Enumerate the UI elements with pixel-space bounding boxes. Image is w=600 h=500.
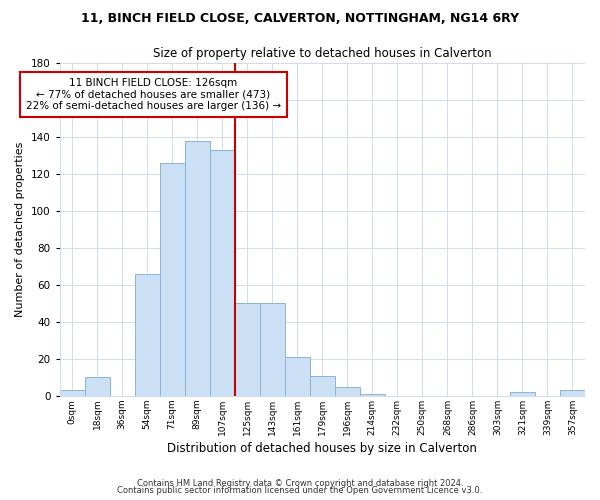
Bar: [285, 357, 310, 396]
Bar: [59, 390, 85, 396]
Text: 11 BINCH FIELD CLOSE: 126sqm
← 77% of detached houses are smaller (473)
22% of s: 11 BINCH FIELD CLOSE: 126sqm ← 77% of de…: [26, 78, 281, 111]
Bar: [510, 392, 535, 396]
Bar: [335, 386, 360, 396]
Title: Size of property relative to detached houses in Calverton: Size of property relative to detached ho…: [153, 48, 491, 60]
Bar: [85, 378, 110, 396]
Bar: [235, 304, 260, 396]
Y-axis label: Number of detached properties: Number of detached properties: [15, 142, 25, 317]
Text: Contains public sector information licensed under the Open Government Licence v3: Contains public sector information licen…: [118, 486, 482, 495]
X-axis label: Distribution of detached houses by size in Calverton: Distribution of detached houses by size …: [167, 442, 477, 455]
Bar: [260, 304, 285, 396]
Bar: [310, 376, 335, 396]
Bar: [185, 140, 209, 396]
Bar: [360, 394, 385, 396]
Text: Contains HM Land Registry data © Crown copyright and database right 2024.: Contains HM Land Registry data © Crown c…: [137, 478, 463, 488]
Text: 11, BINCH FIELD CLOSE, CALVERTON, NOTTINGHAM, NG14 6RY: 11, BINCH FIELD CLOSE, CALVERTON, NOTTIN…: [81, 12, 519, 26]
Bar: [160, 163, 185, 396]
Bar: [560, 390, 585, 396]
Bar: [209, 150, 235, 396]
Bar: [134, 274, 160, 396]
